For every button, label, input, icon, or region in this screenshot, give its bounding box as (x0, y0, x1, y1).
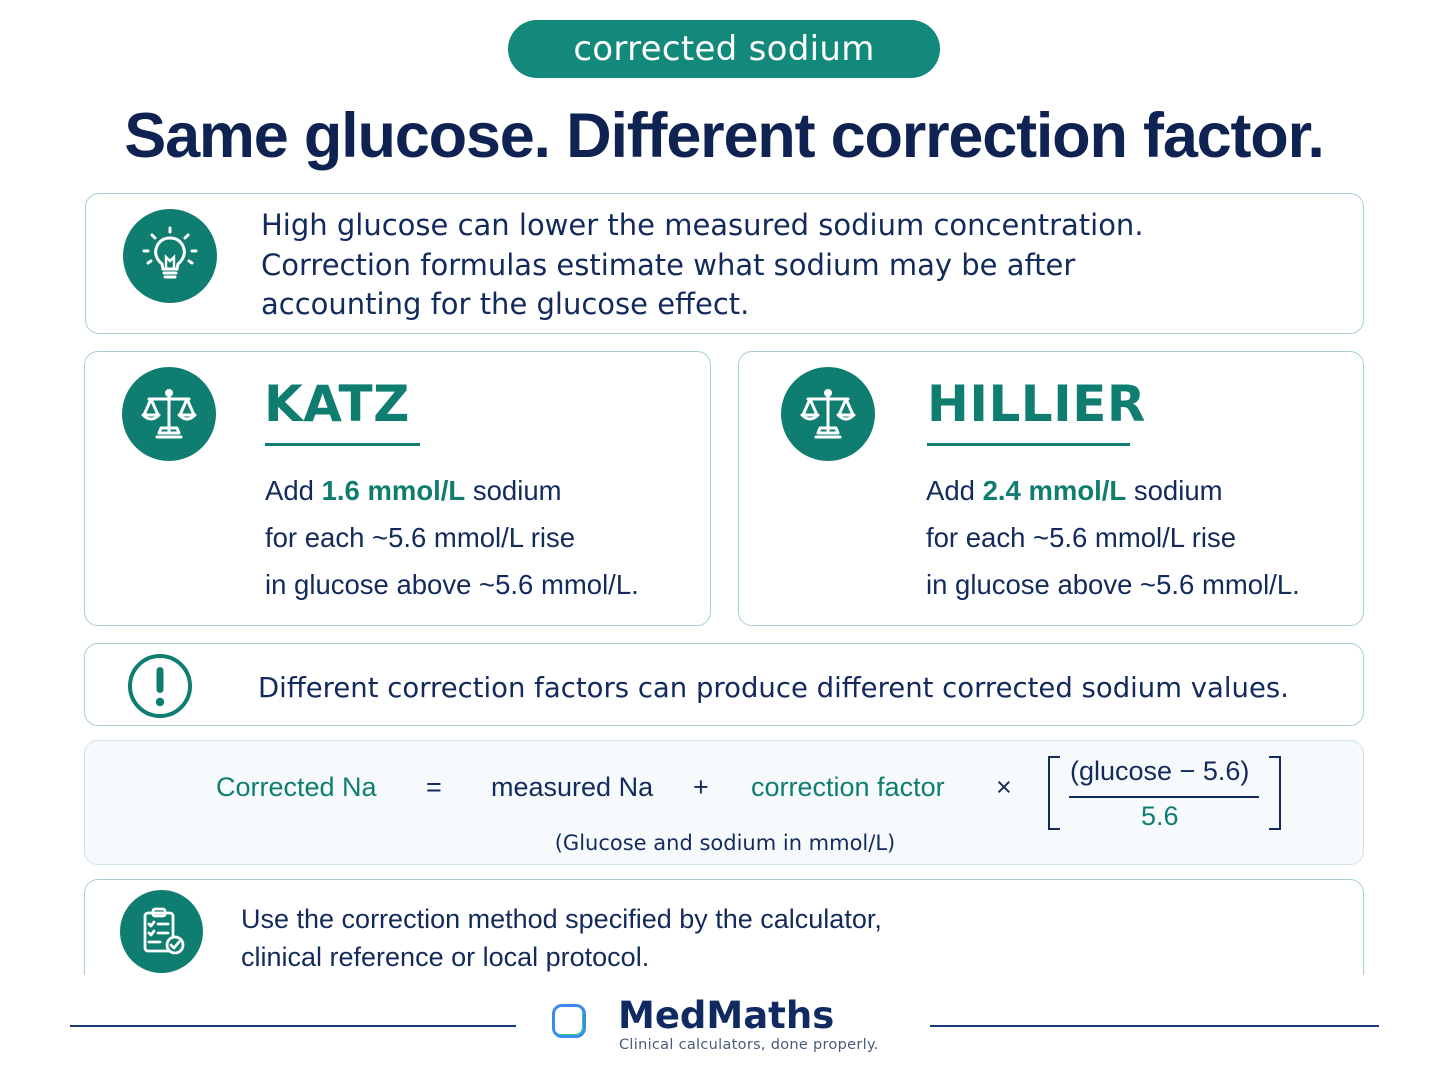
intro-card: High glucose can lower the measured sodi… (85, 193, 1364, 334)
brand-tagline: Clinical calculators, done properly. (619, 1037, 879, 1053)
warning-text: Different correction factors can produce… (258, 672, 1289, 704)
formula-fraction-bar (1069, 796, 1259, 798)
warning-card: Different correction factors can produce… (84, 643, 1364, 726)
intro-text: High glucose can lower the measured sodi… (261, 206, 1241, 325)
hillier-add-prefix: Add (926, 475, 983, 506)
formula-times: × (996, 772, 1012, 802)
protocol-line-1: Use the correction method specified by t… (241, 904, 882, 934)
katz-add-prefix: Add (265, 475, 322, 506)
katz-line-2: for each ~5.6 mmol/L rise (265, 522, 576, 553)
headline: Same glucose. Different correction facto… (124, 101, 1325, 171)
hillier-factor: 2.4 mmol/L (982, 475, 1127, 506)
formula-equals: = (426, 772, 442, 802)
formula-denominator: 5.6 (1141, 801, 1179, 831)
method-title-katz: KATZ (264, 375, 410, 433)
formula-card: Corrected Na = measured Na + correction … (84, 740, 1364, 865)
scales-icon (781, 367, 875, 461)
brand-logo-icon (552, 1004, 586, 1038)
katz-line-3: in glucose above ~5.6 mmol/L. (265, 569, 639, 600)
hillier-underline (927, 443, 1130, 446)
intro-line-2: Correction formulas estimate what sodium… (261, 247, 1076, 282)
hillier-add-suffix: sodium (1126, 475, 1223, 506)
brand-name: MedMaths (618, 994, 835, 1037)
protocol-line-2: clinical reference or local protocol. (241, 942, 650, 972)
formula-bracket-left (1048, 756, 1060, 830)
hillier-card: HILLIER Add 2.4 mmol/L sodium for each ~… (738, 351, 1364, 626)
protocol-text: Use the correction method specified by t… (241, 900, 882, 976)
hillier-line-3: in glucose above ~5.6 mmol/L. (926, 569, 1300, 600)
formula-bracket-right (1269, 756, 1281, 830)
method-title-hillier: HILLIER (927, 375, 1146, 433)
hillier-line-2: for each ~5.6 mmol/L rise (926, 522, 1237, 553)
formula-units-note: (Glucose and sodium in mmol/L) (554, 831, 896, 855)
hillier-description: Add 2.4 mmol/L sodium for each ~5.6 mmol… (926, 467, 1300, 608)
clipboard-check-icon (120, 890, 203, 973)
intro-line-1: High glucose can lower the measured sodi… (261, 208, 1144, 242)
katz-card: KATZ Add 1.6 mmol/L sodium for each ~5.6… (84, 351, 711, 626)
formula-measured: measured Na (491, 772, 654, 802)
lightbulb-icon (123, 209, 217, 303)
footer-rule-left (70, 1025, 516, 1027)
katz-description: Add 1.6 mmol/L sodium for each ~5.6 mmol… (265, 467, 639, 608)
topic-badge: corrected sodium (508, 20, 940, 78)
formula-plus: + (693, 772, 709, 802)
exclamation-icon (128, 654, 192, 718)
intro-line-3: accounting for the glucose effect. (261, 287, 750, 321)
katz-factor: 1.6 mmol/L (321, 475, 466, 506)
footer-background (0, 975, 1448, 1086)
formula-lhs: Corrected Na (216, 772, 377, 802)
katz-underline (265, 443, 420, 446)
scales-icon (122, 367, 216, 461)
katz-add-suffix: sodium (465, 475, 562, 506)
formula-factor: correction factor (751, 772, 945, 802)
formula-numerator: (glucose − 5.6) (1070, 756, 1250, 786)
footer-rule-right (930, 1025, 1379, 1027)
